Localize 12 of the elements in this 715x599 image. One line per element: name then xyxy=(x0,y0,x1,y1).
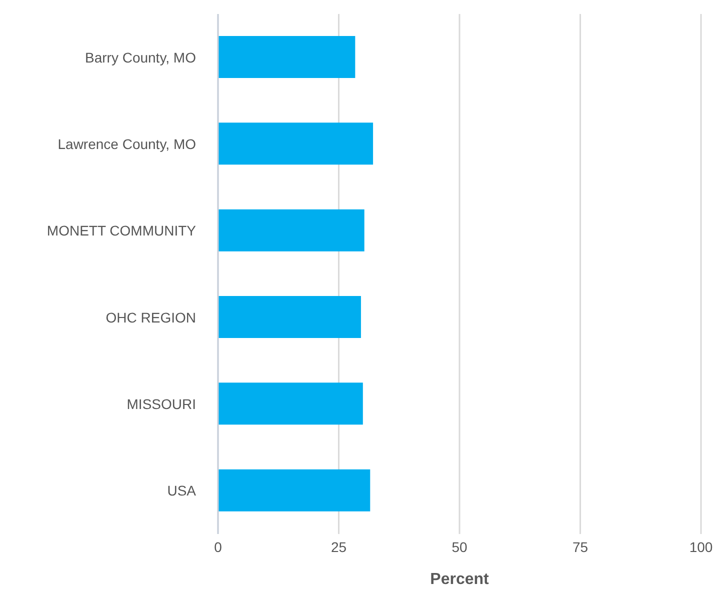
x-tick-label: 75 xyxy=(572,538,588,555)
x-axis-title: Percent xyxy=(430,571,490,588)
y-tick-label: Barry County, MO xyxy=(85,49,196,66)
x-tick-label: 100 xyxy=(689,538,713,555)
x-tick-label: 0 xyxy=(214,538,222,555)
y-tick-label: USA xyxy=(167,482,197,499)
y-tick-label: OHC REGION xyxy=(106,309,196,326)
x-tick-label: 50 xyxy=(452,538,468,555)
y-tick-label: MISSOURI xyxy=(126,396,196,412)
y-tick-label: MONETT COMMUNITY xyxy=(46,222,197,239)
x-tick-label: 25 xyxy=(330,538,347,555)
y-tick-label: Lawrence County, MO xyxy=(58,136,196,152)
